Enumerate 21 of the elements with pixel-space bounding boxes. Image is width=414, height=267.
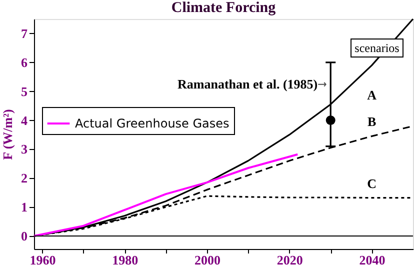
y-tick-label: 1	[21, 200, 28, 215]
annotation: Ramanathan et al. (1985)	[178, 76, 318, 92]
y-tick-label: 2	[21, 170, 28, 186]
y-tick-label: 3	[21, 142, 28, 157]
x-tick-label: 2000	[194, 252, 221, 267]
y-tick-label: 0	[21, 228, 28, 244]
x-tick-label: 2020	[276, 252, 303, 267]
x-tick-label: 1980	[112, 252, 138, 267]
chart-title: Climate Forcing	[171, 0, 276, 16]
series-label: C	[367, 176, 376, 191]
y-tick-label: 6	[21, 54, 28, 70]
annotation: scenarios	[354, 41, 400, 55]
y-tick-label: 5	[21, 84, 28, 99]
legend-label: Actual Greenhouse Gases	[75, 116, 230, 130]
series-label: A	[367, 87, 378, 102]
x-tick-label: 1960	[30, 252, 56, 267]
y-tick-label: 7	[21, 26, 28, 41]
x-tick-label: 2040	[359, 252, 386, 267]
y-axis-title: F (W/m²)	[0, 109, 15, 160]
y-tick-label: 4	[21, 112, 28, 128]
series-label: B	[367, 114, 376, 130]
